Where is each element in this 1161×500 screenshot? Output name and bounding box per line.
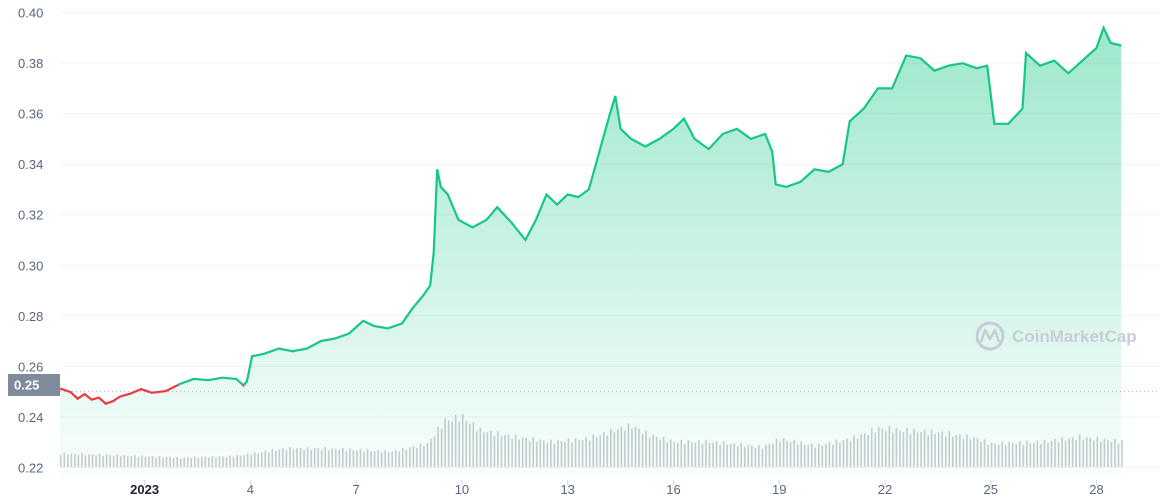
x-tick-label: 28 xyxy=(1089,482,1103,497)
x-tick-label: 7 xyxy=(353,482,360,497)
x-tick-label: 2023 xyxy=(130,482,159,497)
y-tick-label: 0.28 xyxy=(18,309,43,324)
coinmarketcap-watermark: CoinMarketCap xyxy=(975,321,1137,351)
x-tick-label: 16 xyxy=(666,482,680,497)
y-tick-label: 0.32 xyxy=(18,208,43,223)
coinmarketcap-logo-icon xyxy=(975,321,1005,351)
y-tick-label: 0.24 xyxy=(18,410,43,425)
x-tick-label: 25 xyxy=(984,482,998,497)
y-tick-label: 0.22 xyxy=(18,460,43,475)
watermark-text: CoinMarketCap xyxy=(1012,327,1137,346)
x-tick-label: 10 xyxy=(455,482,469,497)
y-tick-label: 0.36 xyxy=(18,107,43,122)
x-axis-ticks: 2023 4 7 10 13 16 19 22 25 28 xyxy=(130,480,1104,497)
y-axis-ticks: 0.22 0.24 0.26 0.28 0.30 0.32 0.34 0.36 0.38 0.40 xyxy=(18,6,43,476)
y-tick-label: 0.38 xyxy=(18,56,43,71)
x-tick-label: 13 xyxy=(560,482,574,497)
x-tick-label: 19 xyxy=(772,482,786,497)
x-tick-label: 4 xyxy=(247,482,254,497)
volume-bar xyxy=(1121,440,1123,467)
price-line-above-reference xyxy=(175,24,1122,385)
y-tick-label: 0.30 xyxy=(18,258,43,273)
y-tick-label: 0.40 xyxy=(18,6,43,21)
y-tick-label: 0.34 xyxy=(18,157,43,172)
x-tick-label: 22 xyxy=(878,482,892,497)
price-area-fill xyxy=(60,27,1122,481)
y-tick-label: 0.26 xyxy=(18,359,43,374)
reference-price-label: 0.25 xyxy=(14,378,39,393)
reference-price-badge: 0.25 xyxy=(8,374,60,396)
